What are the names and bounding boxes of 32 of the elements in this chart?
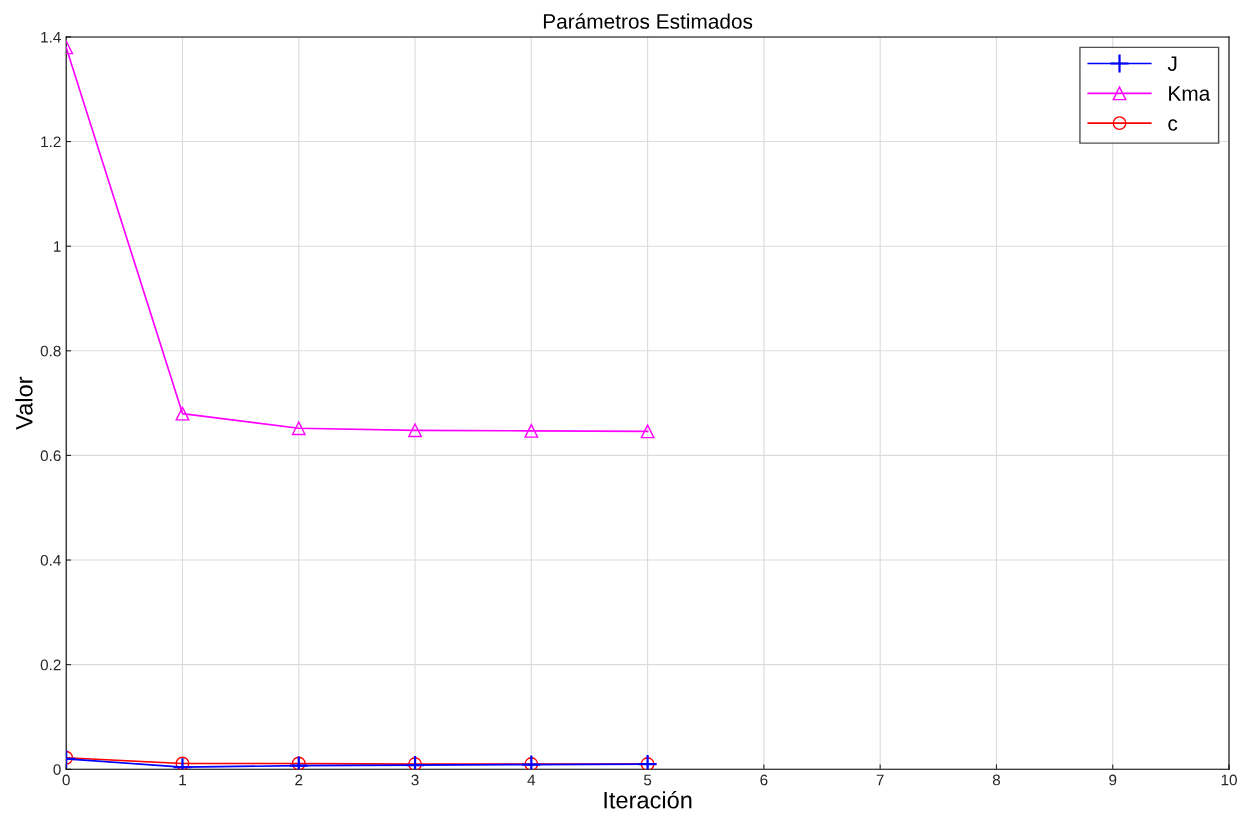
x-tick-label: 8 xyxy=(992,774,1001,786)
y-tick-label: 0.8 xyxy=(40,345,61,357)
y-tick-label: 0.2 xyxy=(40,659,61,671)
x-tick-label: 10 xyxy=(1221,774,1237,786)
point xyxy=(291,421,306,436)
y-tick-label: 0.4 xyxy=(40,554,61,566)
point xyxy=(524,423,539,438)
y-tick-label: 1.4 xyxy=(41,31,61,43)
point xyxy=(408,757,422,770)
x-tick-label: 3 xyxy=(411,774,419,786)
y-tick-label: 0.6 xyxy=(40,450,61,462)
x-tick-label: 7 xyxy=(876,774,884,786)
y-axis-title: Valor xyxy=(15,376,33,430)
x-tick-label: 5 xyxy=(643,774,652,786)
legend-label: Kma xyxy=(1169,86,1211,101)
point xyxy=(640,424,655,439)
y-tick-label: 0 xyxy=(53,764,61,775)
y-tick-label: 1.2 xyxy=(41,136,61,148)
x-tick-label: 4 xyxy=(527,774,536,786)
x-tick-label: 6 xyxy=(760,774,768,786)
x-tick-label: 2 xyxy=(295,774,303,786)
point xyxy=(408,423,422,438)
x-axis-title: Iteración xyxy=(604,790,692,809)
x-tick-label: 1 xyxy=(179,774,186,786)
legend-label: c xyxy=(1168,119,1178,131)
x-tick-label: 9 xyxy=(1109,774,1117,786)
point xyxy=(175,406,190,421)
legend-label: J xyxy=(1167,56,1177,71)
y-tick-label: 1 xyxy=(54,241,61,252)
point xyxy=(640,757,655,770)
chart-title: Parámetros Estimados xyxy=(543,13,753,29)
x-tick-label: 0 xyxy=(62,774,70,786)
